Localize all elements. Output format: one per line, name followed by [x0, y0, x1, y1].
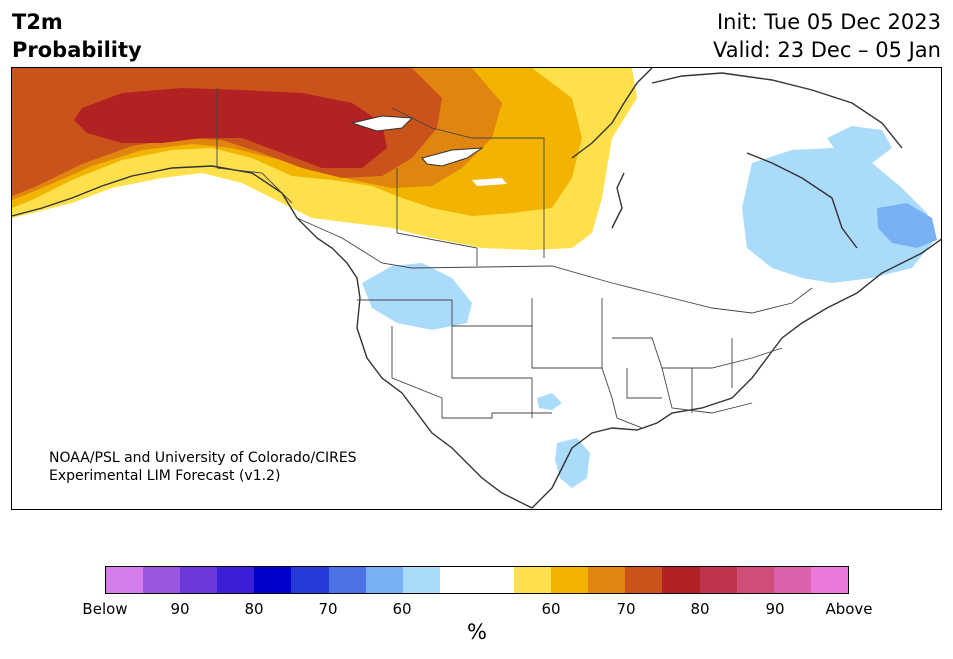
map-title: T2m Probability	[12, 8, 142, 64]
gulf-below-60-region	[537, 393, 562, 410]
probability-colorbar	[105, 566, 849, 594]
colorbar-tick-label: Above	[825, 600, 873, 618]
alaska-above-80-region	[74, 88, 387, 168]
colorbar-segment	[439, 567, 477, 593]
quebec-below-60-region	[742, 148, 932, 283]
colorbar-segment	[773, 567, 811, 593]
colorbar-segment	[217, 567, 255, 593]
lake-athabasca	[472, 178, 507, 186]
colorbar-tick-label: 90	[765, 600, 785, 618]
colorbar-segment	[699, 567, 737, 593]
colorbar-segment	[180, 567, 218, 593]
colorbar-tick-label: 90	[170, 600, 190, 618]
colorbar-tick-label: 80	[244, 600, 264, 618]
colorbar-tick-label: Below	[82, 600, 128, 618]
credit-text: NOAA/PSL and University of Colorado/CIRE…	[49, 449, 357, 485]
colorbar-tick-label: 70	[616, 600, 636, 618]
texas-below-60-region	[555, 438, 590, 488]
colorbar-segment	[514, 567, 552, 593]
colorbar-segment	[143, 567, 181, 593]
colorbar-unit: %	[467, 620, 487, 644]
colorbar-segment	[662, 567, 700, 593]
colorbar-tick-label: 60	[541, 600, 561, 618]
credit-line-1: NOAA/PSL and University of Colorado/CIRE…	[49, 450, 357, 466]
init-date: Init: Tue 05 Dec 2023	[716, 10, 941, 34]
quebec-ne-below-60-region	[827, 126, 892, 163]
colorbar-tick-label: 80	[690, 600, 710, 618]
northwest-us-below-60-region	[362, 263, 472, 330]
colorbar-segment	[328, 567, 366, 593]
colorbar-segment	[810, 567, 848, 593]
valid-period: Valid: 23 Dec – 05 Jan	[712, 38, 941, 62]
colorbar-segment	[402, 567, 440, 593]
colorbar-tick-label: 70	[318, 600, 338, 618]
borders	[216, 88, 813, 429]
colorbar-segment	[551, 567, 589, 593]
colorbar-segment	[254, 567, 292, 593]
product-label: Probability	[12, 38, 142, 62]
forecast-map	[11, 67, 942, 510]
map-svg	[12, 68, 941, 509]
colorbar-segment	[588, 567, 626, 593]
colorbar-segment	[106, 567, 144, 593]
coastlines	[12, 68, 941, 509]
labrador-below-70-region	[877, 203, 937, 248]
colorbar-segment	[476, 567, 515, 593]
colorbar-segment	[291, 567, 329, 593]
great-bear-lake	[350, 115, 414, 132]
colorbar-segment	[736, 567, 774, 593]
credit-line-2: Experimental LIM Forecast (v1.2)	[49, 468, 281, 484]
forecast-dates: Init: Tue 05 Dec 2023 Valid: 23 Dec – 05…	[713, 8, 941, 64]
colorbar-tick-label: 60	[392, 600, 412, 618]
colorbar-segment	[365, 567, 403, 593]
colorbar-segment	[625, 567, 663, 593]
great-slave-lake	[421, 147, 484, 167]
variable-label: T2m	[12, 10, 63, 34]
